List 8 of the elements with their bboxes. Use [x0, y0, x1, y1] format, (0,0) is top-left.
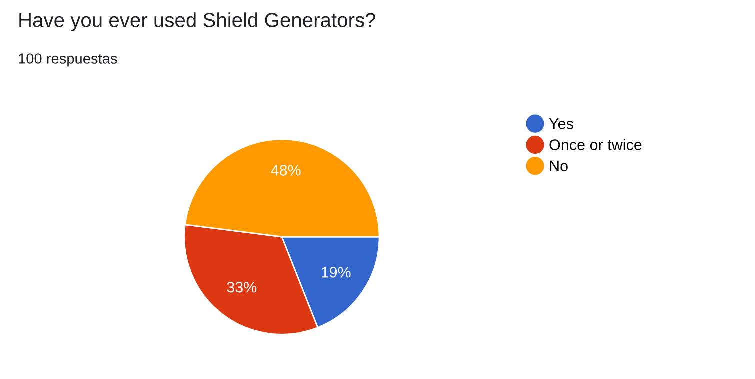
data-label: 48% [271, 165, 301, 176]
legend-label: Yes [549, 118, 574, 130]
legend-label: No [550, 160, 568, 172]
text: 100 respuestas [19, 54, 118, 67]
legend-label: Once or twice [550, 139, 642, 150]
data-label: 33% [227, 282, 257, 293]
data-label: 19% [322, 267, 351, 278]
chart-title: Have you ever used Shield Generators? [20, 12, 376, 32]
